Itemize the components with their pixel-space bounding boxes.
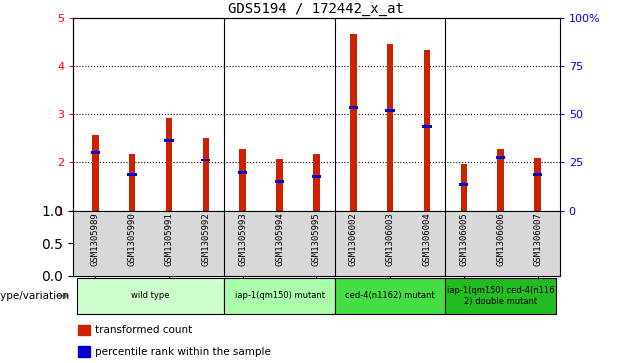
Bar bbox=[313, 154, 320, 211]
FancyBboxPatch shape bbox=[225, 278, 335, 314]
Text: iap-1(qm150) ced-4(n116
2) double mutant: iap-1(qm150) ced-4(n116 2) double mutant bbox=[447, 286, 555, 306]
Text: genotype/variation: genotype/variation bbox=[0, 291, 70, 301]
Text: GSM1306007: GSM1306007 bbox=[533, 212, 542, 266]
Bar bbox=[275, 180, 284, 183]
Bar bbox=[497, 150, 504, 211]
Bar bbox=[496, 156, 506, 159]
Text: iap-1(qm150) mutant: iap-1(qm150) mutant bbox=[235, 291, 324, 300]
Bar bbox=[387, 44, 394, 211]
Bar bbox=[385, 109, 395, 112]
Bar bbox=[534, 158, 541, 211]
Bar bbox=[533, 173, 543, 176]
Bar bbox=[422, 125, 432, 128]
Text: GSM1305992: GSM1305992 bbox=[202, 212, 211, 266]
Text: GSM1305995: GSM1305995 bbox=[312, 212, 321, 266]
Bar bbox=[424, 50, 431, 211]
Bar bbox=[129, 154, 135, 211]
Bar bbox=[78, 346, 90, 357]
FancyBboxPatch shape bbox=[335, 278, 445, 314]
Text: GSM1306002: GSM1306002 bbox=[349, 212, 358, 266]
FancyBboxPatch shape bbox=[445, 278, 556, 314]
FancyBboxPatch shape bbox=[77, 278, 225, 314]
Bar bbox=[201, 159, 211, 162]
Text: GSM1305994: GSM1305994 bbox=[275, 212, 284, 266]
Bar bbox=[202, 138, 209, 211]
Bar bbox=[239, 149, 246, 211]
Bar bbox=[127, 173, 137, 176]
Bar bbox=[276, 159, 283, 211]
Bar bbox=[92, 135, 99, 211]
Text: GSM1306004: GSM1306004 bbox=[422, 212, 431, 266]
Bar bbox=[459, 183, 469, 185]
Bar bbox=[350, 34, 357, 211]
Text: GSM1305993: GSM1305993 bbox=[238, 212, 247, 266]
Bar bbox=[312, 175, 321, 178]
Text: GSM1306003: GSM1306003 bbox=[385, 212, 394, 266]
Bar bbox=[165, 118, 172, 211]
Bar bbox=[164, 139, 174, 142]
Text: percentile rank within the sample: percentile rank within the sample bbox=[95, 347, 271, 356]
Bar bbox=[238, 171, 247, 174]
Title: GDS5194 / 172442_x_at: GDS5194 / 172442_x_at bbox=[228, 2, 404, 16]
Text: GSM1306006: GSM1306006 bbox=[496, 212, 505, 266]
Text: wild type: wild type bbox=[131, 291, 170, 300]
Bar bbox=[90, 151, 100, 154]
Bar bbox=[78, 325, 90, 335]
Text: transformed count: transformed count bbox=[95, 325, 192, 335]
Text: GSM1305991: GSM1305991 bbox=[165, 212, 174, 266]
Text: GSM1305990: GSM1305990 bbox=[128, 212, 137, 266]
Text: ced-4(n1162) mutant: ced-4(n1162) mutant bbox=[345, 291, 435, 300]
Text: GSM1305989: GSM1305989 bbox=[91, 212, 100, 266]
Bar bbox=[460, 164, 467, 211]
Bar bbox=[349, 106, 358, 109]
Text: GSM1306005: GSM1306005 bbox=[459, 212, 468, 266]
